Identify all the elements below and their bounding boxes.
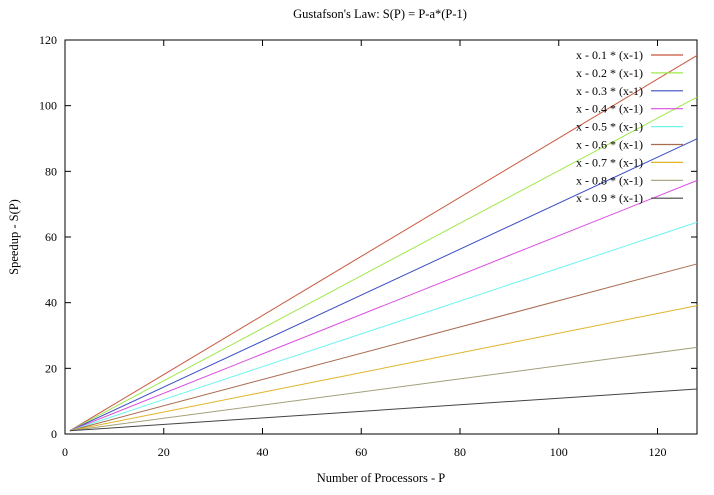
y-tick-label: 80 [45,164,57,178]
x-tick-label: 120 [649,445,667,459]
y-tick-label: 60 [45,230,57,244]
series-line-5 [69,221,698,432]
x-tick-label: 80 [454,445,466,459]
legend-label: x - 0.1 * (x-1) [576,48,643,62]
y-tick-label: 20 [45,361,57,375]
x-axis: 0 20 40 60 80 100 120 [62,40,667,459]
y-tick-label: 40 [45,296,57,310]
legend-label: x - 0.9 * (x-1) [576,191,643,205]
series-line-8 [69,346,698,432]
series-line-2 [69,96,698,432]
legend-label: x - 0.2 * (x-1) [576,66,643,80]
series-line-6 [69,263,698,432]
legend-label: x - 0.4 * (x-1) [576,102,643,116]
y-axis-title: Speedup - S(P) [7,199,21,275]
x-axis-title: Number of Processors - P [317,471,446,485]
x-tick-label: 20 [158,445,170,459]
legend-label: x - 0.7 * (x-1) [576,155,643,169]
legend-label: x - 0.5 * (x-1) [576,120,643,134]
series-line-9 [69,388,698,432]
y-tick-label: 100 [39,99,57,113]
chart-title: Gustafson's Law: S(P) = P-a*(P-1) [293,7,467,21]
x-tick-label: 100 [550,445,568,459]
legend-label: x - 0.3 * (x-1) [576,84,643,98]
legend-label: x - 0.8 * (x-1) [576,173,643,187]
y-tick-label: 0 [51,427,57,441]
plot-frame [64,39,698,435]
x-tick-label: 0 [62,445,68,459]
y-tick-label: 120 [39,33,57,47]
series-line-3 [69,138,698,432]
x-tick-label: 40 [257,445,269,459]
series-lines [69,55,698,432]
y-axis: 0 20 40 60 80 100 120 [39,33,697,441]
series-line-7 [69,305,698,432]
legend-label: x - 0.6 * (x-1) [576,138,643,152]
x-tick-label: 60 [355,445,367,459]
series-line-4 [69,180,698,432]
legend: x - 0.1 * (x-1) x - 0.2 * (x-1) x - 0.3 * … [576,48,683,205]
series-line-1 [69,55,698,432]
